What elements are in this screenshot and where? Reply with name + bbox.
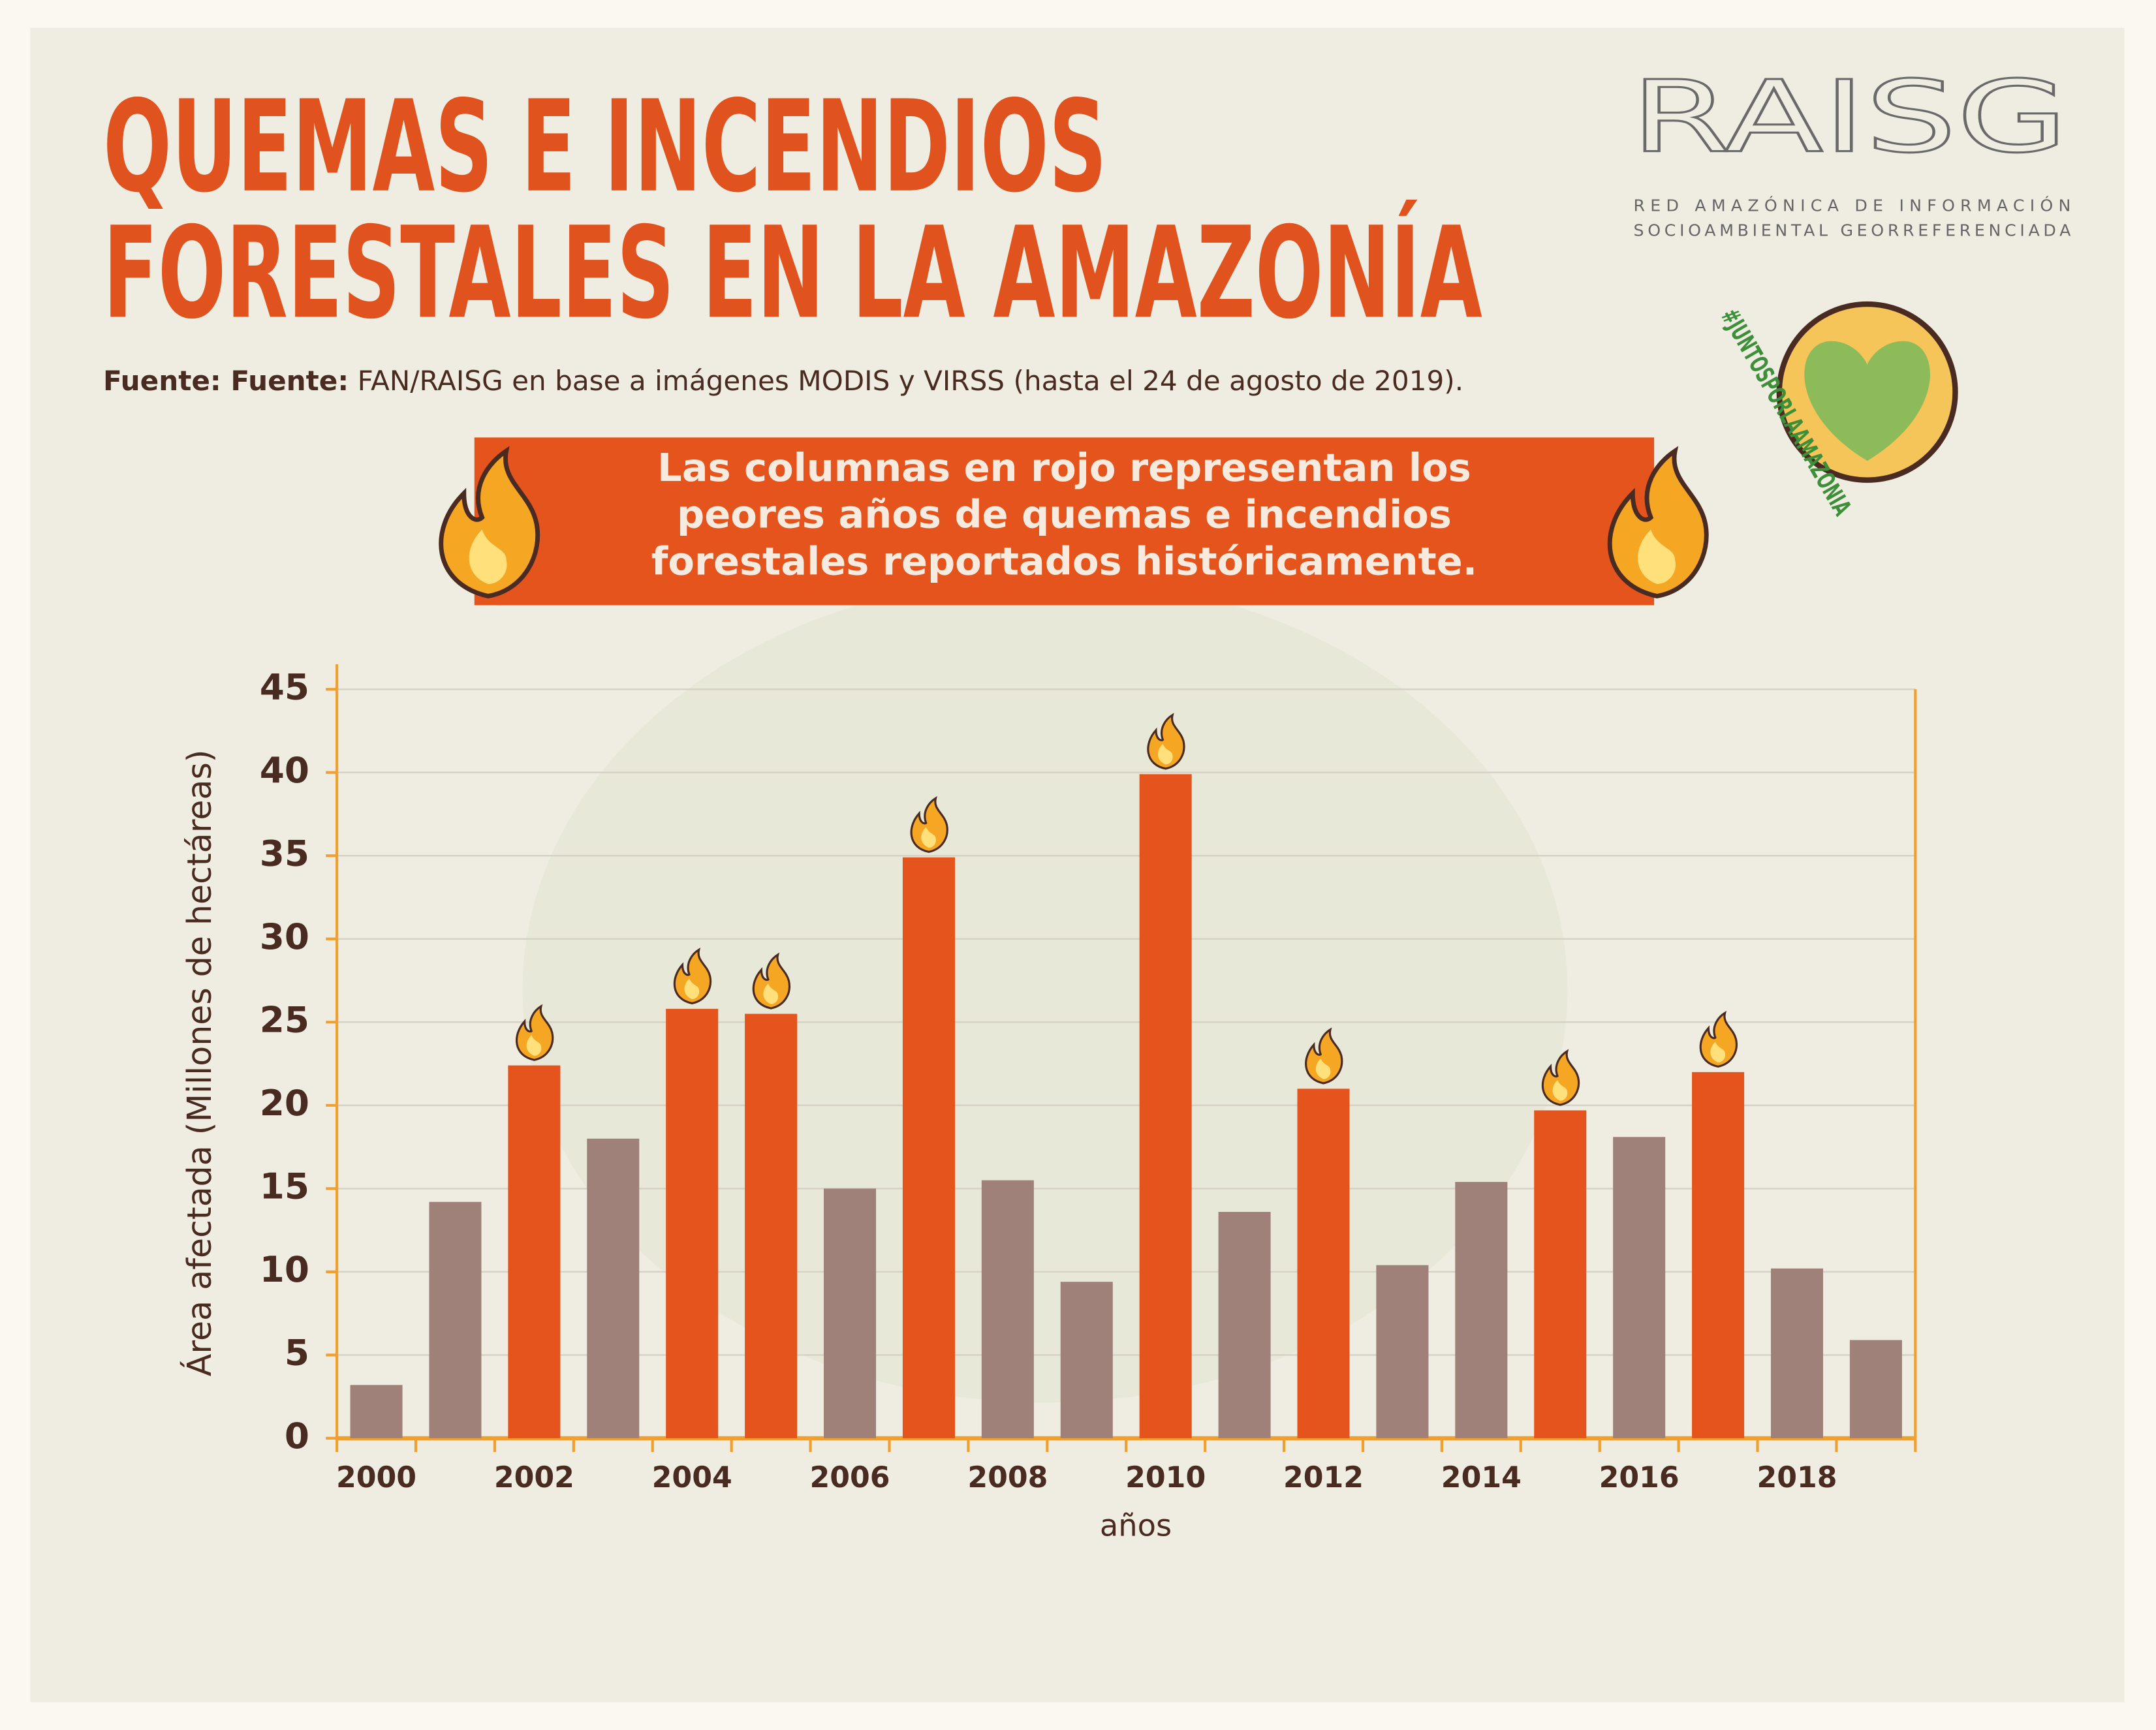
bar — [1849, 1340, 1902, 1438]
y-tick-label: 45 — [260, 666, 309, 707]
bar — [666, 1008, 719, 1438]
title-line: QUEMAS E INCENDIOS — [103, 73, 1107, 221]
flame-icon — [1541, 1049, 1580, 1106]
y-tick-label: 10 — [260, 1248, 309, 1290]
bar — [587, 1138, 640, 1438]
bar — [1218, 1212, 1271, 1438]
flame-core — [1158, 743, 1173, 765]
x-tick-label: 2012 — [1283, 1461, 1364, 1494]
banner-flame — [439, 446, 540, 599]
flame-core — [1710, 1042, 1726, 1063]
banner-line: forestales reportados históricamente. — [651, 538, 1477, 583]
bar — [1139, 774, 1192, 1438]
flame — [515, 1004, 554, 1061]
y-tick-label: 20 — [260, 1082, 309, 1124]
bar — [350, 1385, 403, 1438]
x-tick-label: 2004 — [652, 1461, 732, 1494]
bar — [1770, 1268, 1824, 1438]
y-tick-label: 5 — [285, 1332, 309, 1374]
flame — [1699, 1010, 1738, 1068]
bar — [1534, 1110, 1587, 1438]
flame-icon — [1147, 713, 1185, 770]
source-label: Fuente: Fuente: — [103, 365, 349, 397]
flame-icon — [1305, 1027, 1343, 1085]
bar — [1376, 1265, 1429, 1438]
y-tick-label: 40 — [260, 749, 309, 791]
bar — [1613, 1137, 1666, 1438]
banner-line: Las columnas en rojo representan los — [657, 445, 1471, 490]
x-tick-label: 2018 — [1757, 1461, 1837, 1494]
bar — [981, 1180, 1034, 1438]
x-tick-label: 2002 — [494, 1461, 574, 1494]
flame-icon — [910, 795, 948, 853]
x-tick-label: 2010 — [1125, 1461, 1206, 1494]
flame — [910, 795, 948, 853]
banner-flame — [1607, 446, 1709, 599]
flame-icon — [752, 952, 790, 1010]
flame-core — [1552, 1080, 1568, 1101]
logo-line: SOCIOAMBIENTAL GEORREFERENCIADA — [1634, 221, 2072, 239]
flame — [1541, 1049, 1580, 1106]
flame — [1305, 1027, 1343, 1085]
y-tick-label: 30 — [260, 916, 309, 957]
banner-line: peores años de quemas e incendios — [677, 492, 1452, 537]
flame — [673, 947, 712, 1005]
source-text: FAN/RAISG en base a imágenes MODIS y VIR… — [358, 365, 1464, 397]
flame — [1147, 713, 1185, 770]
flame-icon — [515, 1004, 554, 1061]
bar — [1297, 1089, 1350, 1438]
flame-icon — [1699, 1010, 1738, 1068]
flame-core — [1315, 1058, 1331, 1079]
flame-core — [763, 983, 779, 1004]
banner — [474, 437, 1655, 606]
bar — [824, 1188, 877, 1438]
bar — [1455, 1182, 1508, 1438]
bar — [508, 1065, 561, 1438]
title-line: FORESTALES EN LA AMAZONÍA — [103, 199, 1482, 347]
x-tick-label: 2006 — [809, 1461, 890, 1494]
x-tick-label: 2008 — [967, 1461, 1048, 1494]
bar — [902, 857, 955, 1438]
y-tick-label: 25 — [260, 998, 309, 1040]
bar — [1692, 1072, 1745, 1438]
logo: RAISG — [1631, 59, 2068, 175]
x-tick-label: 2016 — [1599, 1461, 1679, 1494]
y-tick-label: 0 — [285, 1415, 309, 1457]
source: Fuente: Fuente: FAN/RAISG en base a imág… — [103, 365, 1463, 397]
flame-core — [684, 978, 700, 1000]
y-tick-label: 35 — [260, 832, 309, 874]
x-tick-label: 2014 — [1441, 1461, 1522, 1494]
y-axis-label: Área afectada (Millones de hectáreas) — [180, 750, 219, 1377]
flame-core — [921, 827, 936, 848]
badge-heart — [1804, 341, 1930, 461]
bar — [1060, 1282, 1113, 1438]
flame-icon — [673, 947, 712, 1005]
x-tick-label: 2000 — [336, 1461, 416, 1494]
x-axis-label: años — [1100, 1507, 1172, 1543]
bar — [745, 1013, 798, 1438]
y-tick-label: 15 — [260, 1165, 309, 1207]
flame-core — [526, 1035, 542, 1056]
flame — [752, 952, 790, 1010]
bar — [429, 1201, 482, 1438]
